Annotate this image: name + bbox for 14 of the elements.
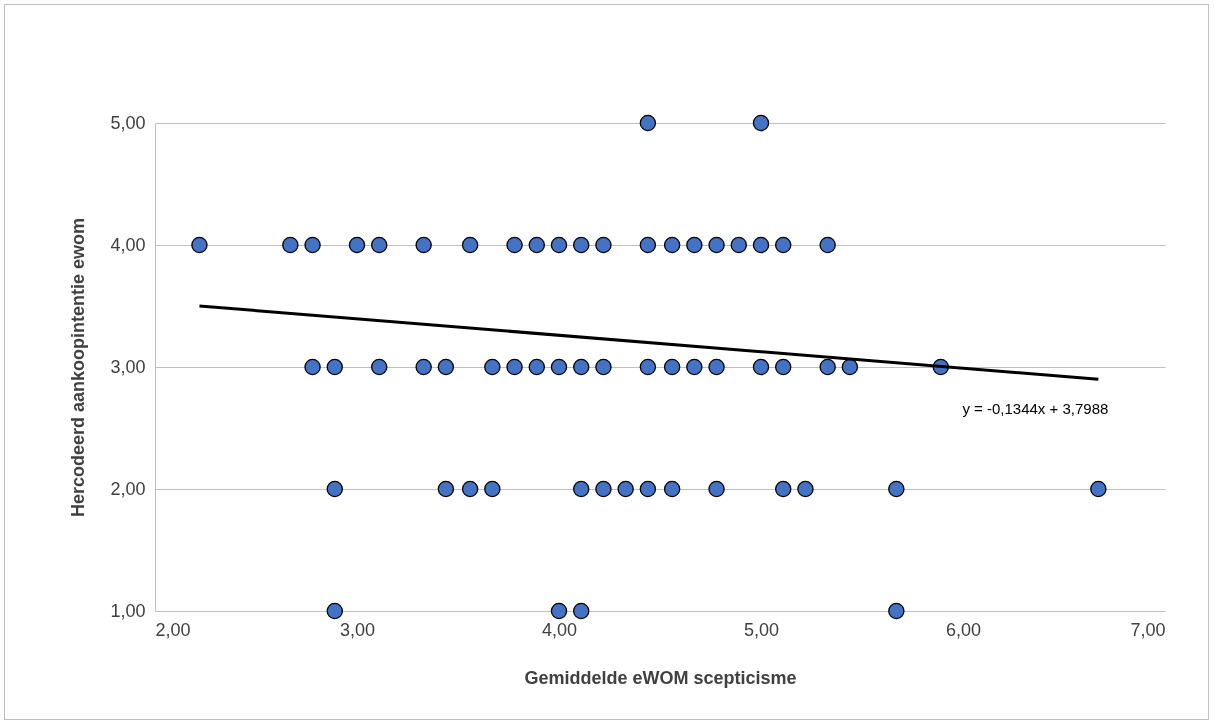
- x-axis-title: Gemiddelde eWOM scepticisme: [524, 667, 797, 688]
- x-tick-label: 3,00: [339, 619, 376, 640]
- y-axis-title: Hercodeerd aankoopintentie ewom: [68, 217, 89, 518]
- y-tick-label: 3,00: [110, 356, 146, 377]
- x-tick-label: 6,00: [945, 619, 982, 640]
- x-tick-label: 5,00: [743, 619, 780, 640]
- annotation: y = -0,1344x + 3,7988: [962, 400, 1109, 418]
- x-tick-label: 4,00: [541, 619, 578, 640]
- y-tick-label: 5,00: [110, 112, 146, 133]
- y-tick-label: 4,00: [110, 234, 146, 255]
- y-tick-label: 2,00: [110, 478, 146, 499]
- x-tick-label: 2,00: [155, 619, 191, 640]
- x-tick-label: 7,00: [1130, 619, 1166, 640]
- y-tick-label: 1,00: [110, 600, 146, 621]
